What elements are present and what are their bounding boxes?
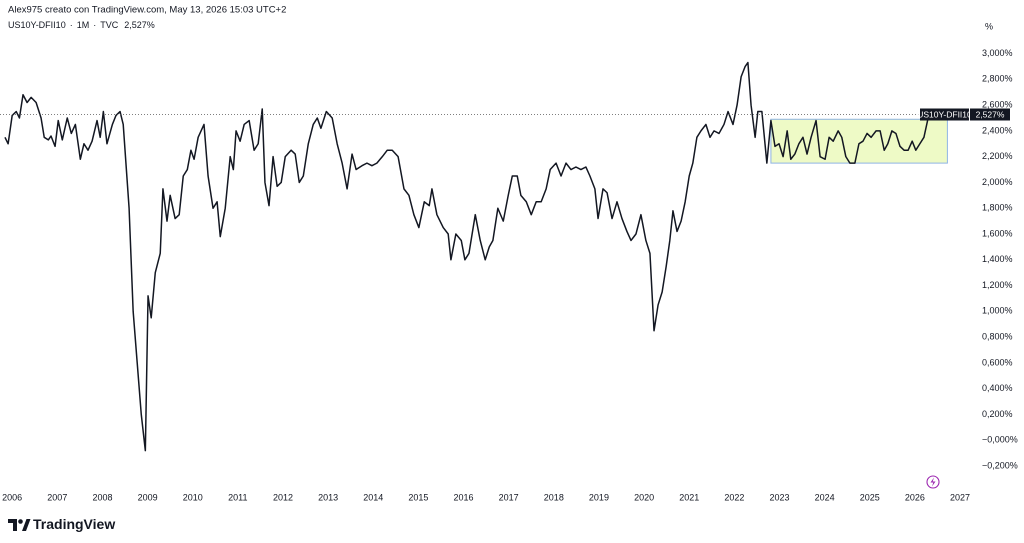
y-tick-label: 2,800% (982, 74, 1013, 84)
x-tick-label: 2018 (544, 492, 564, 502)
x-tick-label: 2012 (273, 492, 293, 502)
legend-separator: · (93, 20, 96, 30)
x-tick-label: 2014 (363, 492, 383, 502)
y-tick-label: 2,600% (982, 99, 1013, 109)
logo-dot (18, 519, 23, 524)
x-tick-label: 2008 (92, 492, 112, 502)
y-axis-unit: % (985, 21, 993, 31)
y-tick-label: 2,000% (982, 177, 1013, 187)
y-tick-label: 2,200% (982, 151, 1013, 161)
x-tick-label: 2027 (950, 492, 970, 502)
legend-symbol: US10Y-DFII10 (8, 20, 66, 30)
x-tick-label: 2011 (228, 492, 247, 502)
x-tick-label: 2023 (769, 492, 789, 502)
x-tick-label: 2015 (408, 492, 428, 502)
legend-interval: 1M (77, 20, 90, 30)
series-name-tag: US10Y-DFII10 (917, 109, 972, 119)
x-tick-label: 2021 (679, 492, 699, 502)
x-tick-label: 2010 (183, 492, 203, 502)
series-line (4, 61, 930, 452)
legend-source: TVC (100, 20, 119, 30)
y-tick-label: 1,600% (982, 228, 1013, 238)
y-tick-label: 0,200% (982, 409, 1013, 419)
legend: US10Y-DFII10 · 1M · TVC 2,527% (8, 20, 155, 30)
legend-separator: · (70, 20, 73, 30)
y-tick-label: 1,000% (982, 306, 1013, 316)
legend-value: 2,527% (124, 20, 155, 30)
y-tick-label: −0,000% (982, 435, 1018, 445)
y-tick-label: 3,000% (982, 48, 1013, 58)
series-name-box (920, 108, 969, 121)
x-tick-label: 2007 (47, 492, 67, 502)
y-tick-label: 2,400% (982, 125, 1013, 135)
header: Alex975 creato con TradingView.com, May … (8, 5, 286, 16)
x-tick-label: 2020 (634, 492, 654, 502)
y-tick-label: 1,800% (982, 203, 1013, 213)
x-tick-label: 2009 (138, 492, 158, 502)
y-tick-label: −0,200% (982, 460, 1018, 470)
plot-area (0, 61, 965, 452)
x-tick-label: 2022 (724, 492, 744, 502)
y-tick-label: 1,400% (982, 254, 1013, 264)
tradingview-logo (8, 519, 31, 531)
x-tick-label: 2006 (2, 492, 22, 502)
logo-slash (22, 519, 31, 531)
x-tick-label: 2024 (815, 492, 835, 502)
y-tick-label: 0,800% (982, 332, 1013, 342)
last-value-label: 2,527% (976, 109, 1005, 119)
brand: TradingView (33, 516, 115, 532)
logo-mark (8, 519, 17, 531)
y-tick-label: 0,400% (982, 383, 1013, 393)
x-tick-label: 2017 (499, 492, 519, 502)
x-tick-label: 2026 (905, 492, 925, 502)
lightning-icon[interactable] (926, 475, 940, 489)
x-tick-label: 2019 (589, 492, 609, 502)
y-tick-label: 1,200% (982, 280, 1013, 290)
x-tick-label: 2016 (454, 492, 474, 502)
last-value-box (970, 108, 1010, 121)
x-tick-label: 2025 (860, 492, 880, 502)
y-tick-label: 0,600% (982, 357, 1013, 367)
x-tick-label: 2013 (318, 492, 338, 502)
